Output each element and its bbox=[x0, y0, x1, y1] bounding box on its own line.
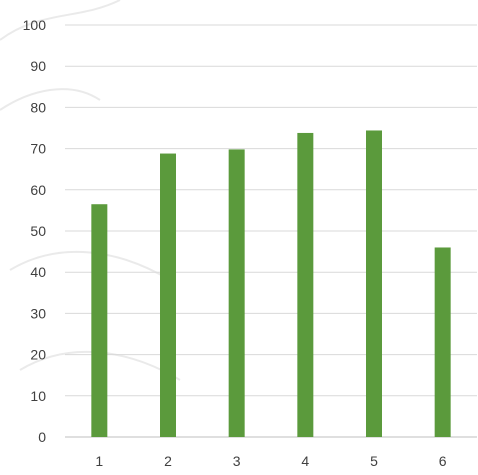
watermark-arc-3 bbox=[9, 250, 171, 281]
y-tick-label: 50 bbox=[30, 223, 46, 239]
x-axis-tick-labels: 1 2 3 4 5 6 bbox=[95, 453, 446, 469]
y-tick-label: 90 bbox=[30, 58, 46, 74]
y-tick-label: 20 bbox=[30, 347, 46, 363]
bars bbox=[91, 130, 451, 438]
y-tick-label: 0 bbox=[38, 429, 46, 445]
y-tick-label: 60 bbox=[30, 182, 46, 198]
y-tick-label: 40 bbox=[30, 264, 46, 280]
y-tick-label: 100 bbox=[23, 17, 47, 33]
bar-5 bbox=[366, 130, 382, 438]
bar-6 bbox=[434, 247, 451, 437]
bar-3 bbox=[228, 149, 245, 437]
y-axis-tick-labels: 0 10 20 30 40 50 60 70 80 90 100 bbox=[23, 17, 47, 445]
y-tick-label: 70 bbox=[30, 141, 46, 157]
x-tick-label: 3 bbox=[233, 453, 241, 469]
gridlines bbox=[65, 24, 477, 438]
bar-4 bbox=[297, 132, 314, 437]
watermark-arc-1 bbox=[0, 0, 121, 41]
x-tick-label: 5 bbox=[370, 453, 378, 469]
bar-1 bbox=[91, 204, 108, 437]
y-tick-label: 10 bbox=[30, 388, 46, 404]
y-tick-label: 30 bbox=[30, 305, 46, 321]
bar-2 bbox=[160, 153, 176, 437]
x-tick-label: 4 bbox=[301, 453, 309, 469]
x-tick-label: 2 bbox=[164, 453, 172, 469]
y-tick-label: 80 bbox=[30, 99, 46, 115]
watermark-arc-2 bbox=[0, 88, 101, 111]
x-tick-label: 6 bbox=[439, 453, 447, 469]
x-tick-label: 1 bbox=[95, 453, 103, 469]
